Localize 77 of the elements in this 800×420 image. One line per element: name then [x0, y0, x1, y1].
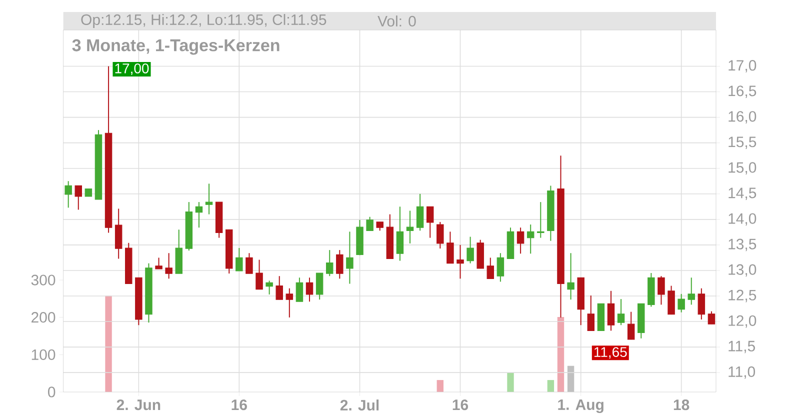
- y-tick-label: 13,5: [728, 238, 756, 252]
- bar: [436, 380, 444, 392]
- x-tick-label: 16: [232, 400, 247, 410]
- x-tick-label: 1. Aug: [558, 400, 604, 414]
- candlestick: [698, 288, 706, 320]
- y-tick-label: 11,5: [728, 340, 755, 354]
- candlestick: [236, 248, 243, 272]
- candlestick: [286, 288, 294, 318]
- candlestick: [678, 293, 685, 313]
- y-tick-label: 15,5: [728, 136, 756, 149]
- text: Vol: 0: [378, 15, 416, 26]
- candlestick: [668, 285, 675, 315]
- candlestick: [537, 202, 544, 238]
- candlestick: [316, 272, 324, 300]
- candlestick: [306, 277, 314, 302]
- candlestick: [155, 257, 162, 270]
- candlestick: [165, 252, 172, 280]
- bar: [547, 380, 554, 392]
- candlestick: [64, 180, 72, 208]
- x-tick-label: 2. Jul: [340, 400, 379, 411]
- text: Op:12.15, Hi:12.2, Lo:11.95, Cl:11.95: [81, 14, 326, 28]
- candlestick: [366, 216, 374, 232]
- candlestick: [346, 231, 354, 284]
- y-tick-label: 16,5: [728, 86, 756, 98]
- candlestick: [587, 294, 595, 332]
- candlestick: [195, 202, 203, 228]
- candlestick: [607, 290, 615, 332]
- candlestick: [658, 276, 665, 306]
- candlestick: [296, 277, 304, 302]
- bar: [557, 316, 564, 392]
- candlestick: [617, 298, 625, 326]
- y-tick-label: 16,0: [728, 111, 756, 124]
- candlestick: [486, 257, 494, 280]
- y2-tick-label: 300: [31, 274, 56, 286]
- candlestick: [496, 252, 504, 282]
- candlestick: [466, 236, 474, 264]
- candlestick: [688, 277, 695, 306]
- candlestick: [276, 276, 283, 300]
- y-tick-label: 14,0: [728, 213, 756, 226]
- candlestick: [456, 244, 464, 280]
- candlestick: [526, 224, 534, 254]
- candlestick: [446, 231, 454, 264]
- y-tick-label: 12,5: [728, 290, 756, 302]
- x-tick-label: 18: [674, 400, 690, 410]
- candlestick: [436, 221, 444, 250]
- x-tick-label: 16: [452, 400, 468, 410]
- candlestick: [416, 193, 424, 232]
- candlestick: [708, 310, 716, 325]
- y2-tick-label: 100: [32, 349, 56, 360]
- candlestick: [336, 250, 344, 280]
- y-tick-label: 15,0: [728, 162, 756, 175]
- bar: [105, 296, 112, 392]
- annotation: 17,00: [115, 63, 149, 76]
- candlestick: [396, 206, 404, 262]
- annotation: 11,65: [594, 347, 627, 359]
- candlestick: [74, 185, 82, 210]
- y-tick-label: 11,0: [728, 366, 756, 379]
- y2-tick-label: 0: [48, 386, 56, 398]
- candlestick: [246, 252, 253, 274]
- y-tick-label: 14,5: [728, 188, 756, 200]
- x-tick-label: 2. Jun: [116, 400, 160, 410]
- bar: [507, 372, 514, 392]
- candlestick: [114, 208, 122, 260]
- candlestick: [326, 250, 334, 277]
- candlestick: [205, 183, 213, 215]
- y-tick-label: 12,0: [728, 315, 756, 328]
- candlestick: [627, 311, 635, 340]
- candlestick: [266, 280, 273, 295]
- chart-title: 3 Monate, 1-Tages-Kerzen: [72, 39, 280, 55]
- y-tick-label: 13,0: [728, 264, 756, 277]
- candlestick: [256, 259, 263, 290]
- y-tick-label: 17,0: [728, 60, 756, 72]
- candlestick: [406, 210, 414, 244]
- candlestick: [516, 227, 524, 254]
- y2-tick-label: 200: [32, 312, 56, 323]
- candlestick: [426, 206, 434, 238]
- candlestick: [567, 252, 574, 300]
